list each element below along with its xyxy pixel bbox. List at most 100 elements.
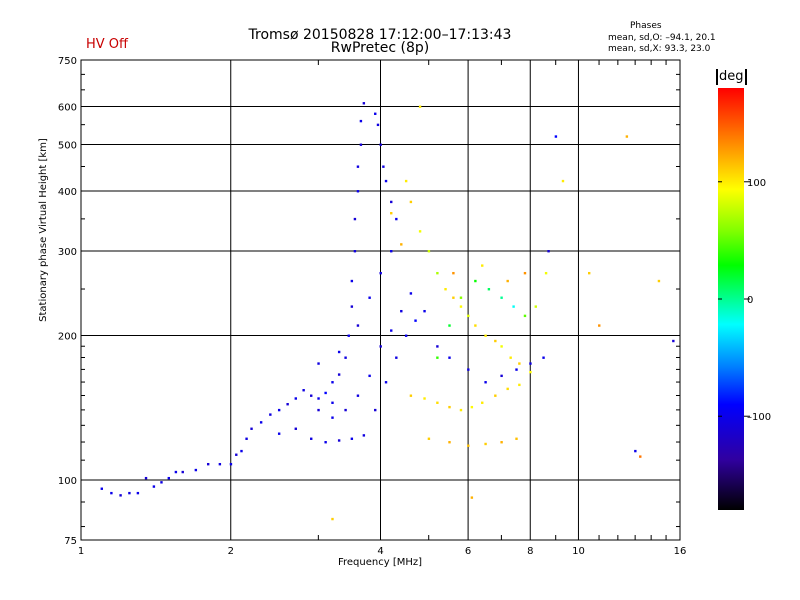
o-mode-echo-point: [529, 362, 532, 365]
o-mode-echo-point: [317, 362, 320, 365]
o-mode-echo-point: [294, 397, 297, 400]
x-mode-echo-point: [500, 296, 503, 299]
phase-stats-o-mode: mean, sd,O: –94.1, 20.1: [608, 33, 716, 43]
o-mode-echo-point: [359, 119, 363, 123]
x-mode-echo-point: [459, 305, 463, 308]
o-mode-echo-point: [384, 179, 388, 183]
o-mode-echo-point: [259, 421, 263, 424]
x-mode-echo-point: [418, 105, 422, 108]
x-mode-echo-point: [467, 314, 470, 318]
o-mode-echo-point: [344, 356, 347, 359]
x-mode-echo-point: [523, 271, 527, 275]
o-mode-echo-point: [269, 413, 272, 416]
x-mode-echo-point: [518, 362, 521, 365]
o-mode-echo-point: [634, 449, 637, 453]
x-mode-echo-point: [448, 324, 451, 327]
y-tick-label: 300: [58, 247, 77, 258]
phase-stats-heading: Phases: [630, 21, 662, 31]
x-mode-echo-point: [515, 437, 518, 440]
x-tick-label: 16: [674, 546, 687, 557]
x-mode-echo-point: [506, 387, 509, 391]
colorbar-unit-label: deg: [716, 69, 746, 85]
o-mode-echo-point: [379, 271, 382, 275]
x-mode-echo-point: [470, 405, 474, 409]
x-mode-echo-point: [639, 455, 642, 458]
x-mode-echo-point: [512, 305, 515, 308]
x-mode-echo-point: [587, 271, 591, 275]
o-mode-echo-point: [374, 408, 377, 412]
o-mode-echo-point: [350, 305, 354, 308]
x-mode-echo-point: [598, 324, 601, 327]
o-mode-echo-point: [672, 339, 675, 343]
o-mode-echo-point: [245, 437, 248, 440]
o-mode-echo-point: [128, 491, 131, 495]
x-axis-label: Frequency [MHz]: [337, 557, 423, 568]
y-tick-label: 75: [64, 536, 77, 547]
o-mode-echo-point: [353, 250, 357, 253]
o-mode-echo-point: [359, 143, 363, 146]
o-mode-echo-point: [240, 449, 243, 453]
o-mode-echo-point: [235, 453, 238, 456]
o-mode-echo-point: [277, 408, 281, 412]
hv-status-label: HV Off: [86, 37, 128, 52]
x-tick-label: 4: [377, 546, 383, 557]
o-mode-echo-point: [362, 102, 366, 105]
o-mode-echo-point: [160, 481, 163, 484]
x-mode-echo-point: [484, 442, 487, 446]
phase-colorbar: [718, 88, 744, 510]
x-tick-label: 1: [78, 546, 84, 557]
x-mode-echo-point: [400, 243, 403, 246]
o-mode-echo-point: [554, 135, 558, 138]
x-mode-echo-point: [481, 264, 484, 267]
x-mode-echo-point: [404, 179, 408, 183]
x-mode-echo-point: [452, 296, 455, 299]
o-mode-echo-point: [547, 250, 550, 253]
x-mode-echo-point: [418, 230, 422, 233]
x-mode-echo-point: [657, 279, 661, 283]
x-mode-echo-point: [448, 441, 451, 444]
o-mode-echo-point: [277, 432, 281, 435]
x-mode-echo-point: [444, 288, 447, 291]
y-tick-label: 500: [58, 141, 77, 152]
chart-title: Tromsø 20150828 17:12:00–17:13:43: [248, 27, 512, 43]
o-mode-echo-point: [395, 217, 398, 221]
o-mode-echo-point: [356, 165, 360, 168]
o-mode-echo-point: [181, 470, 184, 474]
o-mode-echo-point: [436, 345, 439, 348]
o-mode-echo-point: [110, 491, 113, 495]
o-mode-echo-point: [404, 334, 408, 337]
x-tick-label: 8: [527, 546, 533, 557]
o-mode-echo-point: [409, 292, 413, 295]
o-mode-echo-point: [353, 217, 357, 221]
o-mode-echo-point: [294, 427, 297, 430]
x-mode-echo-point: [494, 339, 497, 343]
o-mode-echo-point: [152, 485, 156, 488]
x-mode-echo-point: [474, 324, 477, 327]
o-mode-echo-point: [331, 416, 334, 419]
chart-subtitle: RwPretec (8p): [330, 40, 430, 56]
o-mode-echo-point: [390, 200, 393, 204]
y-tick-label: 750: [58, 56, 77, 67]
x-mode-echo-point: [390, 212, 393, 215]
x-mode-echo-point: [452, 271, 455, 275]
x-mode-echo-point: [427, 437, 431, 440]
x-mode-echo-point: [331, 517, 334, 521]
o-mode-echo-point: [302, 389, 305, 392]
x-mode-echo-point: [459, 408, 463, 412]
x-mode-echo-point: [500, 441, 503, 444]
o-mode-echo-point: [362, 434, 366, 437]
o-mode-echo-point: [368, 296, 371, 299]
o-mode-echo-point: [379, 143, 382, 146]
x-mode-echo-point: [427, 250, 431, 253]
o-mode-echo-point: [218, 462, 222, 466]
y-tick-label: 600: [58, 103, 77, 114]
o-mode-echo-point: [317, 397, 320, 400]
o-mode-echo-point: [324, 441, 327, 444]
o-mode-echo-point: [100, 487, 103, 490]
o-mode-echo-point: [356, 190, 360, 193]
x-mode-echo-point: [423, 397, 426, 400]
o-mode-echo-point: [331, 401, 334, 404]
x-mode-echo-point: [529, 370, 532, 374]
o-mode-echo-point: [337, 439, 341, 442]
x-mode-echo-point: [494, 394, 497, 397]
